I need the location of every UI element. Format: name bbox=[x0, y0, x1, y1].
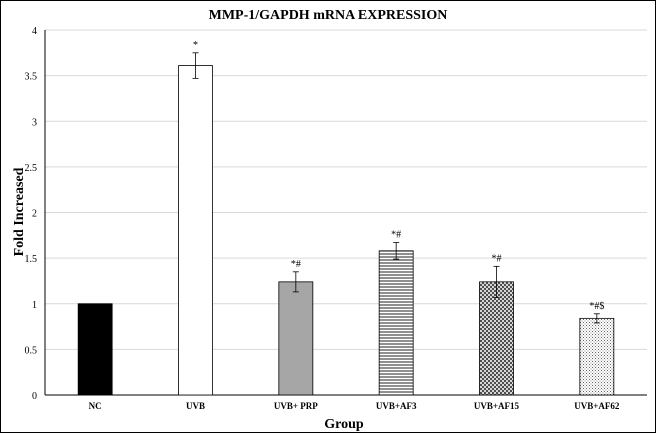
chart-title: MMP-1/GAPDH mRNA EXPRESSION bbox=[209, 8, 448, 23]
bar-3 bbox=[378, 250, 414, 396]
y-axis-label: Fold Increased bbox=[12, 167, 27, 256]
significance-label: *#$ bbox=[589, 301, 604, 312]
x-tick-label: NC bbox=[89, 401, 102, 411]
bar-0 bbox=[77, 303, 113, 396]
significance-label: *# bbox=[492, 253, 502, 264]
y-tick-label: 4 bbox=[32, 26, 37, 37]
x-tick-label: UVB bbox=[186, 401, 205, 411]
y-tick-label: 0 bbox=[32, 391, 37, 402]
significance-label: * bbox=[193, 40, 198, 51]
significance-label: *# bbox=[291, 259, 301, 270]
bar-2 bbox=[278, 281, 314, 396]
y-tick-label: 2.5 bbox=[25, 163, 38, 174]
x-axis-label: Group bbox=[324, 417, 364, 432]
x-tick-label: UVB+AF15 bbox=[474, 401, 520, 411]
bar-1 bbox=[178, 65, 213, 396]
significance-label: *# bbox=[391, 230, 401, 241]
y-tick-label: 3.5 bbox=[25, 72, 38, 83]
x-tick-label: UVB+AF3 bbox=[376, 401, 417, 411]
bar-4 bbox=[479, 281, 514, 396]
y-tick-label: 0.5 bbox=[25, 345, 38, 356]
y-tick-label: 1.5 bbox=[25, 254, 38, 265]
y-tick-label: 2 bbox=[32, 209, 37, 220]
y-tick-label: 1 bbox=[32, 300, 37, 311]
bar-5 bbox=[579, 317, 615, 396]
x-tick-label: UVB+AF62 bbox=[574, 401, 620, 411]
plot-area: 0 0.5 1 1.5 2 2.5 3 3.5 4 NC * UVB *# UVB+ PRP *# UVB+A… bbox=[25, 26, 647, 411]
x-tick-label: UVB+ PRP bbox=[274, 401, 318, 411]
y-tick-label: 3 bbox=[32, 117, 37, 128]
